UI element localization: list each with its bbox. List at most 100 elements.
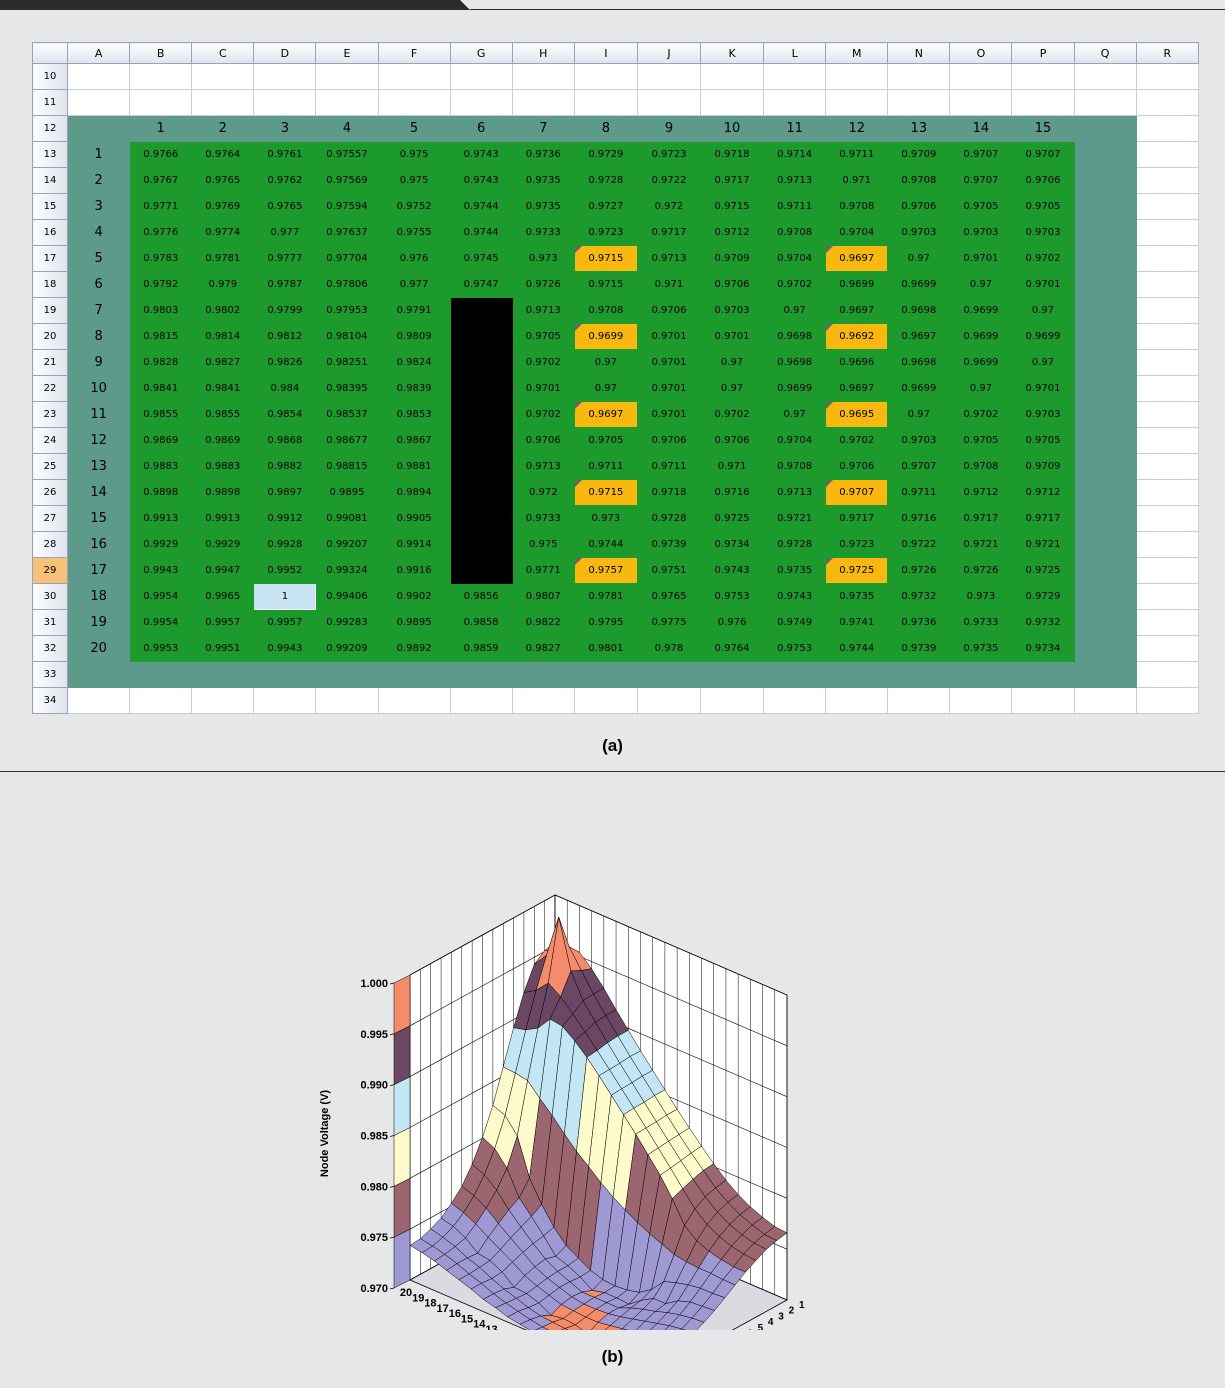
voltage-cell[interactable]: 0.9753	[699, 583, 765, 610]
cell-M11[interactable]	[825, 89, 889, 116]
column-header-E[interactable]: E	[315, 42, 379, 64]
voltage-cell[interactable]: 0.9725	[1011, 557, 1075, 584]
voltage-cell[interactable]: 0.9747	[449, 271, 513, 298]
voltage-cell[interactable]: 0.97	[887, 245, 951, 272]
voltage-cell[interactable]: 0.99324	[315, 557, 379, 584]
voltage-cell[interactable]: 0.9717	[636, 219, 702, 246]
cell-E10[interactable]	[315, 63, 379, 90]
voltage-cell[interactable]: 0.9713	[636, 245, 702, 272]
voltage-cell[interactable]: 0.984	[253, 375, 317, 402]
voltage-cell[interactable]: 0.9729	[1011, 583, 1075, 610]
board-border-cell[interactable]	[67, 661, 131, 688]
voltage-cell[interactable]: 0.98251	[315, 349, 379, 376]
voltage-cell[interactable]: 0.9867	[377, 427, 451, 454]
voltage-cell[interactable]: 0.97569	[315, 167, 379, 194]
grid-row-label[interactable]: 20	[67, 635, 131, 662]
voltage-cell[interactable]: 0.9711	[825, 141, 889, 168]
cell-K34[interactable]	[699, 687, 765, 714]
voltage-cell[interactable]: 0.9736	[887, 609, 951, 636]
cell-O11[interactable]	[949, 89, 1013, 116]
voltage-cell[interactable]: 0.9776	[129, 219, 193, 246]
voltage-cell[interactable]: 0.9795	[573, 609, 638, 636]
cell-C34[interactable]	[191, 687, 255, 714]
voltage-cell[interactable]: 0.9894	[377, 479, 451, 506]
voltage-cell[interactable]: 0.9706	[511, 427, 575, 454]
blocked-cell[interactable]	[449, 427, 513, 454]
cell-R30[interactable]	[1135, 583, 1200, 610]
board-border-cell[interactable]	[1073, 115, 1137, 142]
voltage-cell[interactable]: 0.9753	[763, 635, 827, 662]
voltage-cell[interactable]: 0.9703	[699, 297, 765, 324]
voltage-cell[interactable]: 0.97953	[315, 297, 379, 324]
voltage-cell[interactable]: 0.9706	[887, 193, 951, 220]
board-border-cell[interactable]	[315, 661, 379, 688]
voltage-cell[interactable]: 0.97	[573, 375, 638, 402]
voltage-cell[interactable]: 0.9698	[887, 297, 951, 324]
voltage-cell[interactable]: 0.9952	[253, 557, 317, 584]
cell-J10[interactable]	[636, 63, 702, 90]
voltage-cell[interactable]: 0.9706	[699, 427, 765, 454]
row-header-29[interactable]: 29	[31, 557, 69, 584]
column-header-C[interactable]: C	[191, 42, 255, 64]
cell-R19[interactable]	[1135, 297, 1200, 324]
row-header-12[interactable]: 12	[31, 115, 69, 142]
voltage-cell[interactable]: 0.973	[949, 583, 1013, 610]
grid-row-label[interactable]: 7	[67, 297, 131, 324]
grid-col-header[interactable]: 9	[636, 115, 702, 142]
board-border-cell[interactable]	[1073, 375, 1137, 402]
voltage-cell[interactable]: 0.9765	[253, 193, 317, 220]
cell-R13[interactable]	[1135, 141, 1200, 168]
highlighted-cell[interactable]: 0.9725	[825, 557, 889, 584]
board-border-cell[interactable]	[1073, 661, 1137, 688]
voltage-cell[interactable]: 0.9701	[699, 323, 765, 350]
voltage-cell[interactable]: 0.9895	[315, 479, 379, 506]
voltage-cell[interactable]: 0.9735	[511, 193, 575, 220]
voltage-cell[interactable]: 0.9713	[511, 297, 575, 324]
voltage-cell[interactable]: 0.9856	[449, 583, 513, 610]
cell-R28[interactable]	[1135, 531, 1200, 558]
cell-P34[interactable]	[1011, 687, 1075, 714]
row-header-20[interactable]: 20	[31, 323, 69, 350]
row-header-14[interactable]: 14	[31, 167, 69, 194]
board-border-cell[interactable]	[1073, 427, 1137, 454]
row-header-13[interactable]: 13	[31, 141, 69, 168]
board-border-cell[interactable]	[1073, 609, 1137, 636]
voltage-cell[interactable]: 0.9916	[377, 557, 451, 584]
voltage-cell[interactable]: 0.9733	[949, 609, 1013, 636]
cell-R31[interactable]	[1135, 609, 1200, 636]
voltage-cell[interactable]: 0.977	[377, 271, 451, 298]
voltage-cell[interactable]: 0.9701	[1011, 271, 1075, 298]
cell-L34[interactable]	[763, 687, 827, 714]
grid-row-label[interactable]: 9	[67, 349, 131, 376]
cell-H11[interactable]	[511, 89, 575, 116]
voltage-cell[interactable]: 0.9732	[887, 583, 951, 610]
column-header-K[interactable]: K	[699, 42, 765, 64]
cell-F34[interactable]	[377, 687, 451, 714]
voltage-cell[interactable]: 0.9728	[763, 531, 827, 558]
voltage-cell[interactable]: 0.9827	[191, 349, 255, 376]
voltage-cell[interactable]: 0.9707	[1011, 141, 1075, 168]
cell-E11[interactable]	[315, 89, 379, 116]
cell-G10[interactable]	[449, 63, 513, 90]
voltage-cell[interactable]: 0.9712	[699, 219, 765, 246]
grid-col-header[interactable]: 12	[825, 115, 889, 142]
voltage-cell[interactable]: 0.9708	[763, 219, 827, 246]
voltage-cell[interactable]: 0.9739	[887, 635, 951, 662]
voltage-cell[interactable]: 0.9771	[511, 557, 575, 584]
voltage-cell[interactable]: 0.9775	[636, 609, 702, 636]
selected-cell[interactable]: 1	[253, 583, 317, 610]
row-header-26[interactable]: 26	[31, 479, 69, 506]
voltage-cell[interactable]: 0.9743	[449, 167, 513, 194]
voltage-cell[interactable]: 0.9709	[1011, 453, 1075, 480]
cell-N10[interactable]	[887, 63, 951, 90]
cell-R24[interactable]	[1135, 427, 1200, 454]
voltage-cell[interactable]: 0.9698	[763, 349, 827, 376]
voltage-cell[interactable]: 0.9869	[129, 427, 193, 454]
cell-R10[interactable]	[1135, 63, 1200, 90]
voltage-cell[interactable]: 0.9735	[825, 583, 889, 610]
voltage-cell[interactable]: 0.98537	[315, 401, 379, 428]
grid-row-label[interactable]: 13	[67, 453, 131, 480]
voltage-cell[interactable]: 0.97	[949, 375, 1013, 402]
board-border-cell[interactable]	[573, 661, 638, 688]
cell-R25[interactable]	[1135, 453, 1200, 480]
